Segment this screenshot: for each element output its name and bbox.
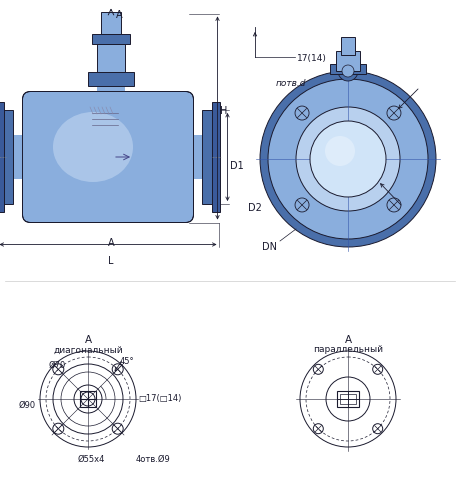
Circle shape: [325, 137, 354, 167]
Text: H: H: [220, 106, 227, 116]
Circle shape: [294, 107, 308, 121]
Bar: [329, 65, 365, 75]
Text: Ø70: Ø70: [49, 360, 66, 369]
Text: 4отв.Ø9: 4отв.Ø9: [136, 454, 170, 463]
Bar: [97, 75, 125, 105]
Bar: [92, 35, 130, 44]
Circle shape: [294, 199, 308, 213]
Bar: [1, 111, 13, 204]
Bar: [340, 38, 354, 56]
Text: 45°: 45°: [120, 357, 134, 366]
Circle shape: [268, 80, 427, 240]
Circle shape: [337, 62, 357, 82]
Circle shape: [341, 66, 353, 78]
Bar: [0, 103, 4, 213]
Text: 17(14): 17(14): [297, 53, 326, 62]
Text: диагональный: диагональный: [53, 345, 123, 354]
FancyBboxPatch shape: [183, 136, 205, 180]
Bar: [339, 394, 355, 404]
Text: A: A: [116, 9, 123, 20]
Circle shape: [386, 199, 400, 213]
Circle shape: [295, 108, 399, 212]
Text: L: L: [108, 255, 113, 265]
Bar: [202, 111, 214, 204]
Circle shape: [309, 122, 385, 198]
Text: A: A: [107, 237, 114, 247]
FancyBboxPatch shape: [22, 92, 193, 223]
Text: параллельный: параллельный: [312, 345, 382, 354]
Bar: [335, 52, 359, 72]
Bar: [336, 391, 358, 407]
Ellipse shape: [53, 113, 133, 183]
Text: A: A: [84, 334, 91, 345]
Text: □17(□14): □17(□14): [138, 393, 181, 402]
Text: Ø90: Ø90: [19, 400, 36, 408]
Text: DN: DN: [262, 242, 277, 251]
Circle shape: [386, 107, 400, 121]
Bar: [101, 13, 121, 35]
Bar: [88, 72, 134, 86]
Text: потв.d: потв.d: [275, 79, 306, 88]
Text: A: A: [344, 334, 351, 345]
Text: D2: D2: [247, 203, 261, 213]
Bar: [212, 103, 220, 213]
Bar: [97, 44, 125, 72]
Text: D1: D1: [230, 161, 244, 171]
FancyBboxPatch shape: [11, 136, 33, 180]
Bar: [80, 391, 96, 407]
Text: Ø55x4: Ø55x4: [77, 454, 105, 463]
Circle shape: [259, 72, 435, 247]
